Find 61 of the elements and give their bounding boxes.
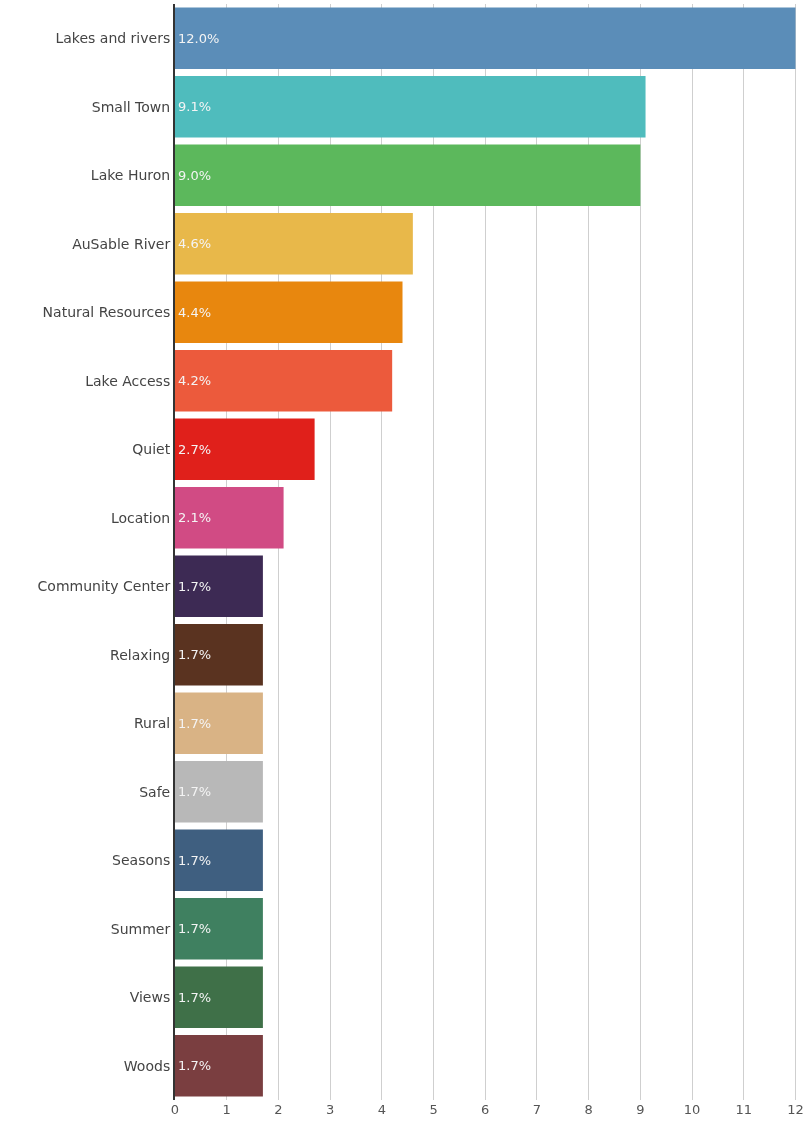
- x-tick-label: 10: [683, 1102, 701, 1117]
- data-label: 9.1%: [178, 99, 212, 115]
- y-tick-label: AuSable River: [72, 235, 171, 252]
- x-tick-label: 0: [170, 1102, 180, 1117]
- y-tick-label: Rural: [134, 715, 171, 732]
- x-tick-label: 5: [429, 1102, 438, 1117]
- data-label: 1.7%: [178, 647, 212, 663]
- data-label: 12.0%: [178, 30, 220, 46]
- bar: [175, 1034, 263, 1097]
- data-label: 1.7%: [178, 852, 212, 868]
- bar: [175, 897, 263, 960]
- x-tick-label: 9: [636, 1102, 645, 1117]
- y-tick-label: Community Center: [37, 578, 171, 595]
- y-tick-label: Location: [110, 509, 171, 526]
- x-tick-label: 8: [584, 1102, 593, 1117]
- y-tick-label: Summer: [110, 920, 171, 937]
- bar: [175, 623, 263, 686]
- bar: [175, 75, 646, 138]
- x-tick-label: 1: [222, 1102, 231, 1117]
- data-label: 1.7%: [178, 784, 212, 800]
- bar: [175, 555, 263, 618]
- y-tick-label: Woods: [123, 1057, 171, 1074]
- bar: [175, 418, 315, 481]
- bar: [175, 486, 284, 549]
- bar: [175, 692, 263, 755]
- y-tick-label: Views: [129, 989, 171, 1006]
- x-tick-label: 12: [787, 1102, 804, 1117]
- bar: [175, 966, 263, 1029]
- x-tick-label: 3: [325, 1102, 335, 1117]
- data-label: 2.7%: [178, 441, 212, 457]
- x-tick-label: 6: [481, 1102, 490, 1117]
- bar: [175, 144, 641, 207]
- x-tick-label: 7: [532, 1102, 542, 1117]
- bar: [175, 212, 413, 275]
- data-label: 1.7%: [178, 921, 212, 937]
- data-label: 1.7%: [178, 989, 212, 1005]
- y-tick-label: Lakes and rivers: [55, 30, 171, 47]
- bar: [175, 349, 393, 412]
- y-tick-label: Small Town: [91, 98, 171, 115]
- y-tick-label: Seasons: [112, 852, 171, 869]
- data-label: 9.0%: [178, 167, 212, 183]
- x-tick-label: 2: [274, 1102, 283, 1117]
- y-tick-label: Natural Resources: [42, 304, 171, 321]
- data-label: 4.2%: [178, 373, 212, 389]
- data-label: 1.7%: [178, 1058, 212, 1074]
- x-tick-label: 4: [377, 1102, 386, 1117]
- y-tick-label: Lake Huron: [90, 167, 171, 184]
- y-tick-label: Relaxing: [110, 646, 171, 663]
- y-tick-label: Safe: [139, 783, 171, 800]
- x-tick-label: 11: [735, 1102, 753, 1117]
- y-tick-label: Lake Access: [85, 372, 171, 389]
- data-label: 1.7%: [178, 715, 212, 731]
- bar: [175, 281, 403, 344]
- bar: [175, 7, 796, 70]
- y-tick-label: Quiet: [132, 441, 171, 458]
- data-label: 2.1%: [178, 510, 212, 526]
- data-label: 4.4%: [178, 304, 212, 320]
- bar: [175, 760, 263, 823]
- data-label: 4.6%: [178, 236, 212, 252]
- bar: [175, 829, 263, 892]
- data-label: 1.7%: [178, 578, 212, 594]
